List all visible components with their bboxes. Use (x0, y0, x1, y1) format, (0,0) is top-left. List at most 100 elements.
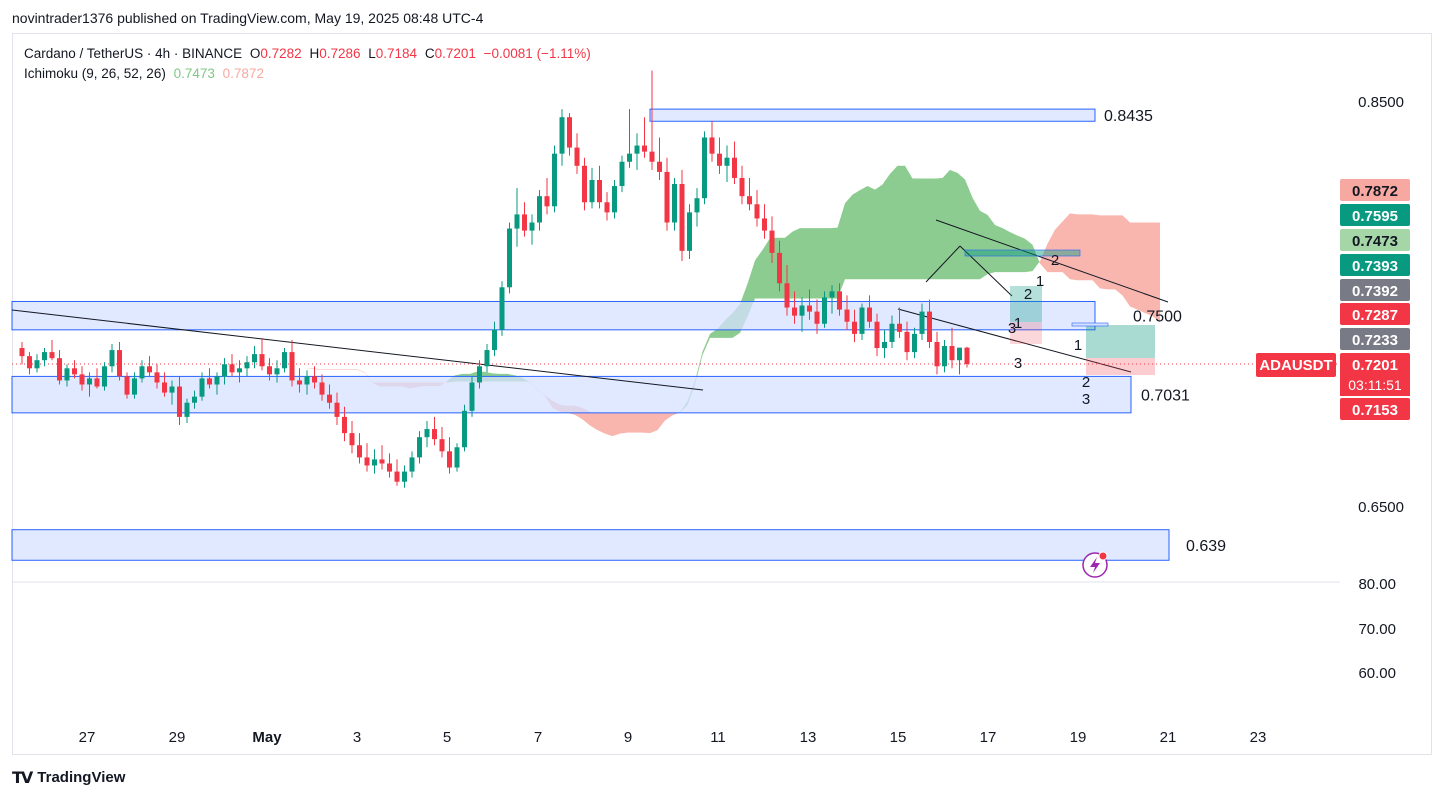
bullish-candle (687, 204, 692, 259)
price-label-text: 0.7201 (1352, 357, 1398, 374)
ichimoku-cloud-bullish-segment (845, 194, 853, 280)
ichimoku-legend-row[interactable]: Ichimoku (9, 26, 52, 26) 0.7473 0.7872 (24, 64, 595, 84)
candle-body (927, 311, 932, 342)
x-tick-label: 29 (169, 729, 186, 746)
ichimoku-cloud-bearish-segment (1092, 214, 1100, 289)
candle-body (694, 198, 700, 213)
ichimoku-cloud-bearish-segment (620, 412, 628, 434)
bullish-candle (634, 133, 640, 170)
ichimoku-cloud-bullish-segment (215, 353, 223, 359)
ichimoku-cloud-bearish-segment (1122, 215, 1130, 307)
price-label-bg (1340, 254, 1410, 276)
x-tick-label: 11 (710, 729, 726, 746)
ichimoku-cloud-bearish-segment (305, 368, 313, 369)
bullish-candle (942, 339, 947, 373)
candle-body (732, 157, 737, 178)
candle-body (327, 394, 332, 403)
ichimoku-cloud-bullish-segment (957, 172, 965, 280)
ichimoku-cloud-bearish-segment (635, 412, 643, 433)
ichimoku-cloud-bullish-segment (830, 227, 838, 299)
small-zone (1071, 322, 1109, 327)
ichimoku-cloud-bullish-segment (237, 357, 245, 359)
price-label-bg (1340, 398, 1410, 420)
ichimoku-cloud-bullish-segment (837, 203, 845, 299)
price-label-text: 0.7392 (1352, 283, 1398, 300)
candle-body (859, 307, 865, 334)
candle-body (619, 161, 625, 187)
ichimoku-cloud-bearish-segment (342, 369, 350, 370)
bullish-candle (889, 315, 895, 349)
wave-label: 2 (1024, 286, 1032, 303)
bearish-candle (297, 368, 302, 393)
bearish-candle (327, 384, 332, 409)
event-icon-dot (1098, 551, 1108, 561)
candle-body (492, 329, 497, 351)
zone-rect (11, 375, 1132, 414)
bullish-candle (514, 188, 520, 247)
price-label-bg (1340, 204, 1410, 226)
candle-body (57, 358, 62, 381)
candle-body (252, 354, 257, 363)
lower-scale-tick-label: 80.00 (1358, 576, 1396, 593)
triangle-line (925, 245, 961, 283)
ichimoku-cloud-bullish-segment (822, 228, 830, 299)
candle-body (342, 416, 347, 434)
bullish-candle (619, 155, 625, 193)
bullish-candle (274, 360, 280, 383)
bullish-candle (409, 451, 415, 478)
price-label-text: 0.7595 (1352, 208, 1398, 225)
bullish-candle (214, 372, 220, 395)
candle-body (627, 153, 632, 162)
ichimoku-cloud-bullish-segment (852, 190, 860, 280)
bearish-candle (784, 265, 790, 316)
price-label-bg (1340, 303, 1410, 325)
price-scale-label: 0.7287 (1340, 303, 1410, 325)
ichimoku-cloud-bullish-segment (935, 177, 943, 280)
candle-body (402, 471, 407, 482)
ichimoku-label[interactable]: Ichimoku (9, 26, 52, 26) (24, 66, 166, 81)
candle-body (469, 382, 475, 411)
bearish-candle (394, 459, 400, 486)
ichimoku-cloud-bullish-segment (762, 238, 770, 299)
bearish-candle (19, 341, 25, 365)
chart-legend: Cardano / TetherUS · 4h · BINANCE O0.728… (24, 44, 595, 84)
triangle-line (959, 245, 1013, 297)
bearish-candle (649, 70, 655, 170)
candle-body (132, 378, 137, 395)
ichimoku-cloud-bullish-segment (815, 228, 823, 299)
candlesticks[interactable] (19, 70, 970, 488)
bullish-candle (612, 179, 617, 219)
ichimoku-cloud-bullish-segment (927, 178, 935, 280)
candle-body (297, 380, 302, 385)
ichimoku-cloud-bearish-segment (605, 412, 613, 437)
price-label-text: 0.7233 (1352, 332, 1398, 349)
wave-label: 1 (1074, 337, 1082, 354)
support-resistance-zones: 0.8435 0.7500 0.7031 0.639 (11, 108, 1226, 561)
candle-body (829, 291, 835, 298)
candle-body (79, 374, 85, 385)
candle-body (147, 366, 152, 373)
candle-body (747, 196, 752, 205)
ichimoku-cloud-bearish-segment (350, 369, 358, 370)
candle-body (807, 305, 812, 312)
footer-brand[interactable]: 𝗧𝗩 TradingView (12, 768, 125, 787)
bullish-candle (102, 362, 107, 391)
bullish-candle (499, 281, 505, 336)
symbol-legend-row[interactable]: Cardano / TetherUS · 4h · BINANCE O0.728… (24, 44, 595, 64)
candle-body (364, 457, 370, 466)
bearish-candle (334, 392, 340, 425)
bearish-candle (342, 406, 347, 442)
candle-body (199, 378, 205, 397)
symbol-name[interactable]: Cardano / TetherUS · 4h · BINANCE (24, 46, 243, 61)
candle-body (889, 323, 895, 342)
axes: 27 29 May 3 5 7 9 11 13 15 17 19 21 230.85000.650080.… (12, 94, 1404, 746)
candle-body (814, 311, 820, 324)
bearish-candle (837, 283, 842, 316)
low-value: 0.7184 (375, 46, 418, 61)
bearish-candle (769, 216, 775, 263)
candle-body (357, 445, 362, 458)
candle-body (957, 347, 962, 361)
bearish-candle (544, 177, 550, 215)
candle-body (649, 151, 655, 162)
